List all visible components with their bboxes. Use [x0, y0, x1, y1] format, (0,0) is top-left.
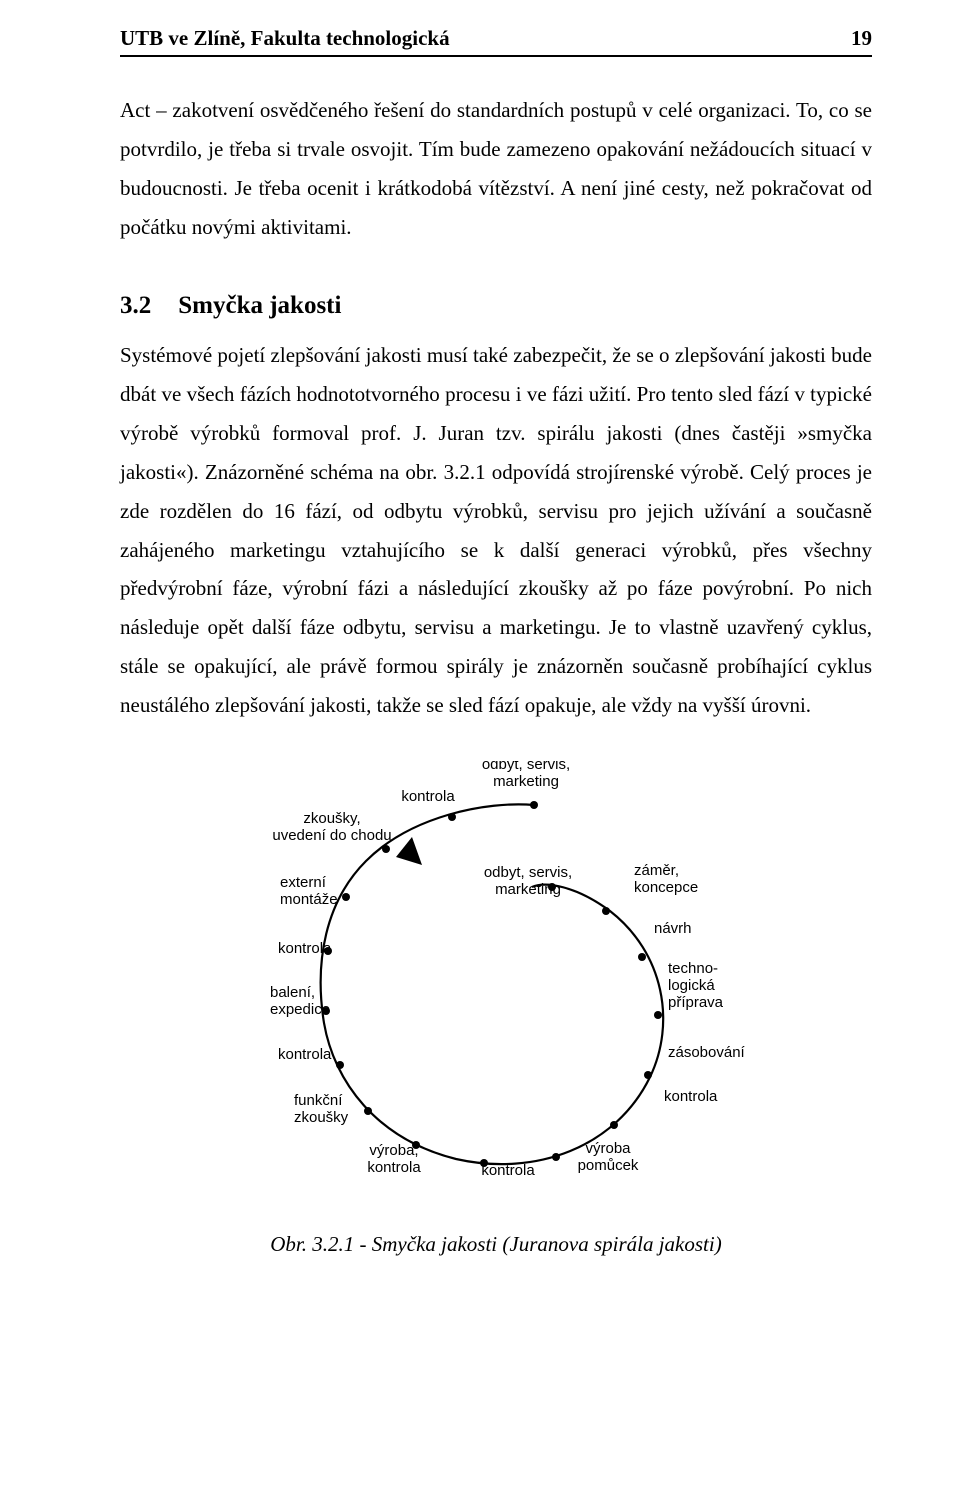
svg-text:zásobování: zásobování	[668, 1044, 746, 1061]
svg-text:kontrola: kontrola	[481, 1162, 535, 1179]
svg-text:externímontáže: externímontáže	[280, 874, 338, 908]
header-page-number: 19	[851, 26, 872, 51]
header-institution: UTB ve Zlíně, Fakulta technologická	[120, 26, 450, 51]
svg-text:výrobapomůcek: výrobapomůcek	[578, 1140, 639, 1174]
page: UTB ve Zlíně, Fakulta technologická 19 A…	[0, 0, 960, 1488]
svg-text:kontrola: kontrola	[401, 788, 455, 805]
svg-text:zkoušky,uvedení do chodu: zkoušky,uvedení do chodu	[272, 810, 391, 844]
svg-text:kontrola: kontrola	[278, 1046, 332, 1063]
section-title: Smyčka jakosti	[178, 292, 341, 319]
svg-text:kontrola: kontrola	[664, 1088, 718, 1105]
section-number: 3.2	[120, 292, 172, 320]
page-header: UTB ve Zlíně, Fakulta technologická 19	[120, 26, 872, 57]
figure-spiral: odbyt, servis,marketing kontrola zkoušky,u…	[120, 761, 872, 1257]
svg-text:techno-logickápříprava: techno-logickápříprava	[668, 960, 724, 1011]
svg-text:odbyt, servis,marketing: odbyt, servis,marketing	[484, 864, 572, 898]
svg-text:odbyt, servis,marketing: odbyt, servis,marketing	[482, 761, 570, 790]
svg-text:funkčnízkoušky: funkčnízkoušky	[294, 1092, 349, 1126]
spiral-diagram: odbyt, servis,marketing kontrola zkoušky,u…	[236, 761, 756, 1201]
svg-text:kontrola: kontrola	[278, 940, 332, 957]
svg-text:záměr,koncepce: záměr,koncepce	[634, 862, 698, 896]
svg-text:výroba,kontrola: výroba,kontrola	[367, 1142, 421, 1176]
section-heading: 3.2 Smyčka jakosti	[120, 292, 872, 320]
paragraph-act: Act – zakotvení osvědčeného řešení do st…	[120, 91, 872, 246]
paragraph-main: Systémové pojetí zlepšování jakosti musí…	[120, 336, 872, 724]
svg-text:návrh: návrh	[654, 920, 692, 937]
figure-caption: Obr. 3.2.1 - Smyčka jakosti (Juranova sp…	[120, 1232, 872, 1257]
